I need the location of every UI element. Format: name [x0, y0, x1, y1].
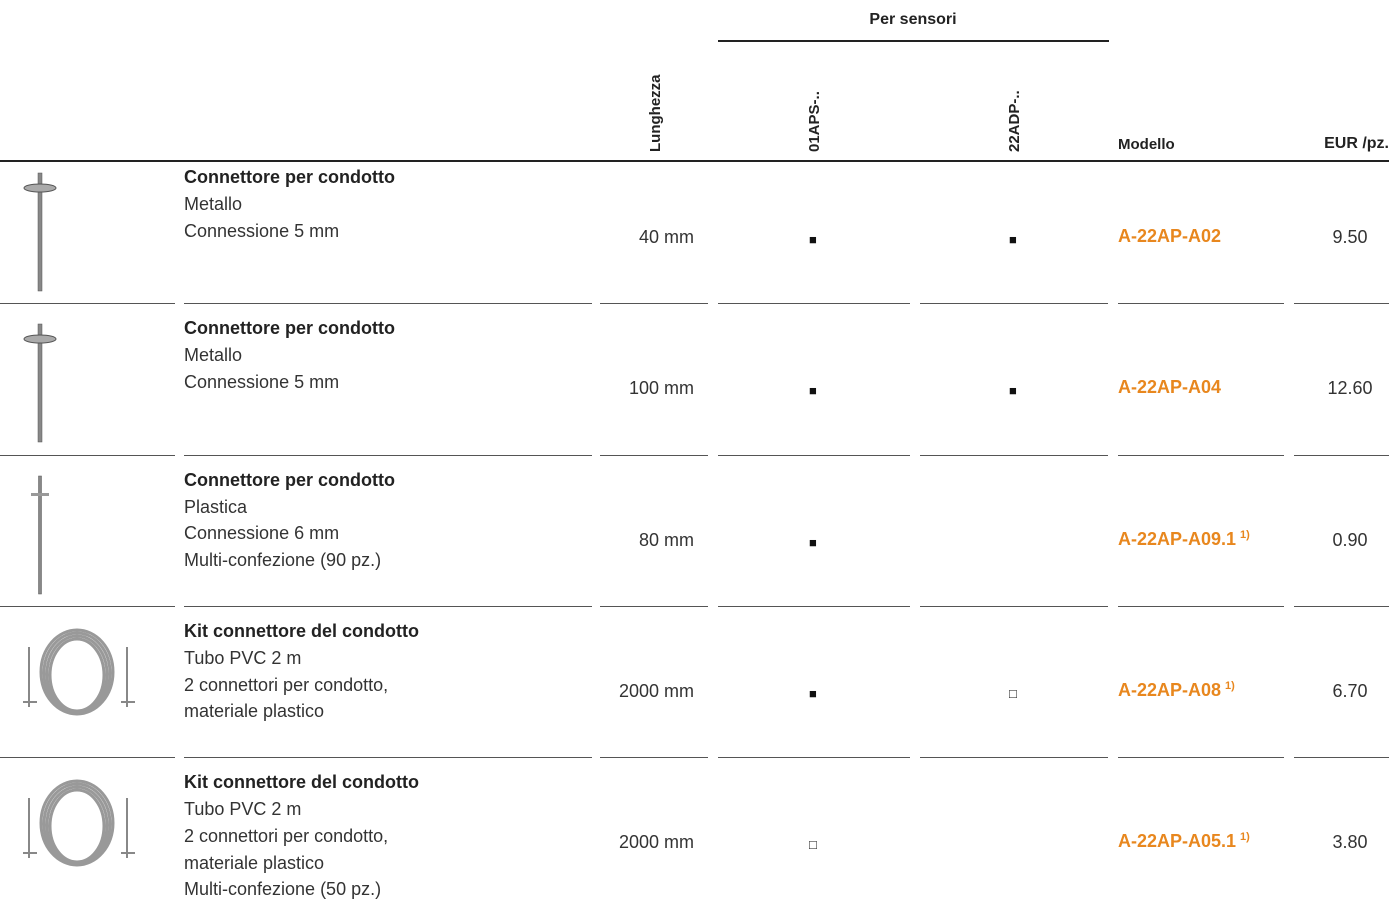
item-title: Connettore per condotto — [184, 469, 395, 490]
row-rule — [1294, 757, 1389, 759]
row-rule — [718, 303, 910, 305]
row-rule — [184, 303, 592, 305]
row-rule — [920, 454, 1108, 456]
row-rule — [0, 303, 175, 305]
row-rule — [0, 757, 175, 759]
item-line: Connessione 6 mm — [184, 523, 340, 544]
row-rule — [1294, 605, 1389, 607]
model-code: A-22AP-A08 — [1118, 679, 1222, 700]
header-rule — [0, 160, 1389, 162]
model-code: A-22AP-A05.1 — [1118, 831, 1237, 852]
item-line: materiale plastico — [184, 852, 325, 873]
row-rule — [600, 454, 708, 456]
row-rule — [1118, 605, 1284, 607]
product-image — [23, 324, 57, 443]
item-line: Metallo — [184, 194, 243, 214]
sensor-mark: ■ — [1009, 232, 1017, 247]
footnote: 1) — [1240, 831, 1250, 844]
item-line: Multi-confezione (90 pz.) — [184, 550, 382, 570]
row-rule — [600, 605, 708, 607]
product-image — [23, 172, 57, 292]
sensor-mark: □ — [1009, 685, 1017, 701]
row-rule — [184, 454, 592, 456]
product-image — [23, 628, 135, 716]
row-rule — [184, 605, 592, 607]
price: 0.90 — [1332, 529, 1368, 550]
item-title: Connettore per condotto — [184, 318, 395, 339]
model-code: A-22AP-A02 — [1118, 226, 1222, 246]
product-image — [31, 475, 49, 594]
item-title: Kit connettore del condotto — [184, 772, 419, 793]
price: 6.70 — [1332, 680, 1368, 701]
length-header: Lunghezza — [647, 74, 664, 153]
item-line: 2 connettori per condotto, — [184, 674, 389, 695]
row-rule — [920, 757, 1108, 759]
item-line: Metallo — [184, 345, 243, 366]
sensor-mark: ■ — [809, 383, 817, 399]
row-rule — [0, 454, 175, 456]
model: A-22AP-A08 1) — [1118, 680, 1235, 701]
item-line: Plastica — [184, 496, 248, 517]
sensor-mark: ■ — [809, 232, 817, 247]
model: A-22AP-A09.1 1) — [1118, 529, 1250, 550]
length: 2000 mm — [618, 832, 694, 853]
item-title: Connettore per condotto — [184, 167, 395, 187]
item-line: Connessione 5 mm — [184, 220, 340, 241]
model-header: Modello — [1118, 136, 1175, 153]
item-title: Kit connettore del condotto — [184, 620, 419, 641]
item-line: Connessione 5 mm — [184, 372, 340, 392]
row-rule — [1118, 454, 1284, 456]
row-rule — [184, 757, 592, 759]
row-rule — [1294, 454, 1389, 456]
footnote: 1) — [1225, 679, 1235, 692]
product-image — [23, 779, 135, 867]
row-rule — [600, 757, 708, 759]
sensor-header: 22ADP-.. — [1006, 90, 1023, 152]
model: A-22AP-A05.1 1) — [1118, 831, 1250, 852]
row-rule — [600, 303, 708, 305]
group-rule — [718, 40, 1109, 42]
item-line: Tubo PVC 2 m — [184, 799, 302, 820]
row-rule — [718, 605, 910, 607]
item-line: materiale plastico — [184, 701, 325, 722]
row-rule — [920, 605, 1108, 607]
row-rule — [1118, 757, 1284, 759]
length: 2000 mm — [618, 680, 694, 701]
price: 3.80 — [1332, 832, 1368, 853]
row-rule — [1294, 303, 1389, 305]
item-line: 2 connettori per condotto, — [184, 825, 389, 846]
row-rule — [1118, 303, 1284, 305]
price: 12.60 — [1327, 378, 1373, 399]
model-code: A-22AP-A09.1 — [1118, 528, 1237, 549]
price: 9.50 — [1332, 227, 1368, 247]
sensor-mark: ■ — [809, 534, 817, 550]
price-header: EUR /pz. — [1324, 135, 1389, 152]
sensor-mark: ■ — [1009, 383, 1017, 399]
row-rule — [920, 303, 1108, 305]
row-rule — [0, 605, 175, 607]
model: A-22AP-A04 — [1118, 377, 1221, 398]
length: 40 mm — [638, 227, 694, 247]
row-rule — [718, 454, 910, 456]
model-code: A-22AP-A04 — [1118, 377, 1222, 398]
model: A-22AP-A02 — [1118, 226, 1221, 247]
sensor-header: 01APS-.. — [806, 91, 823, 152]
group-header: Per sensori — [869, 11, 957, 28]
footnote: 1) — [1240, 528, 1250, 541]
row-rule — [718, 757, 910, 759]
sensor-mark: ■ — [809, 685, 817, 701]
length: 80 mm — [638, 529, 694, 550]
sensor-mark: □ — [809, 837, 817, 853]
length: 100 mm — [628, 378, 694, 399]
item-line: Tubo PVC 2 m — [184, 647, 302, 668]
item-line: Multi-confezione (50 pz.) — [184, 879, 382, 900]
